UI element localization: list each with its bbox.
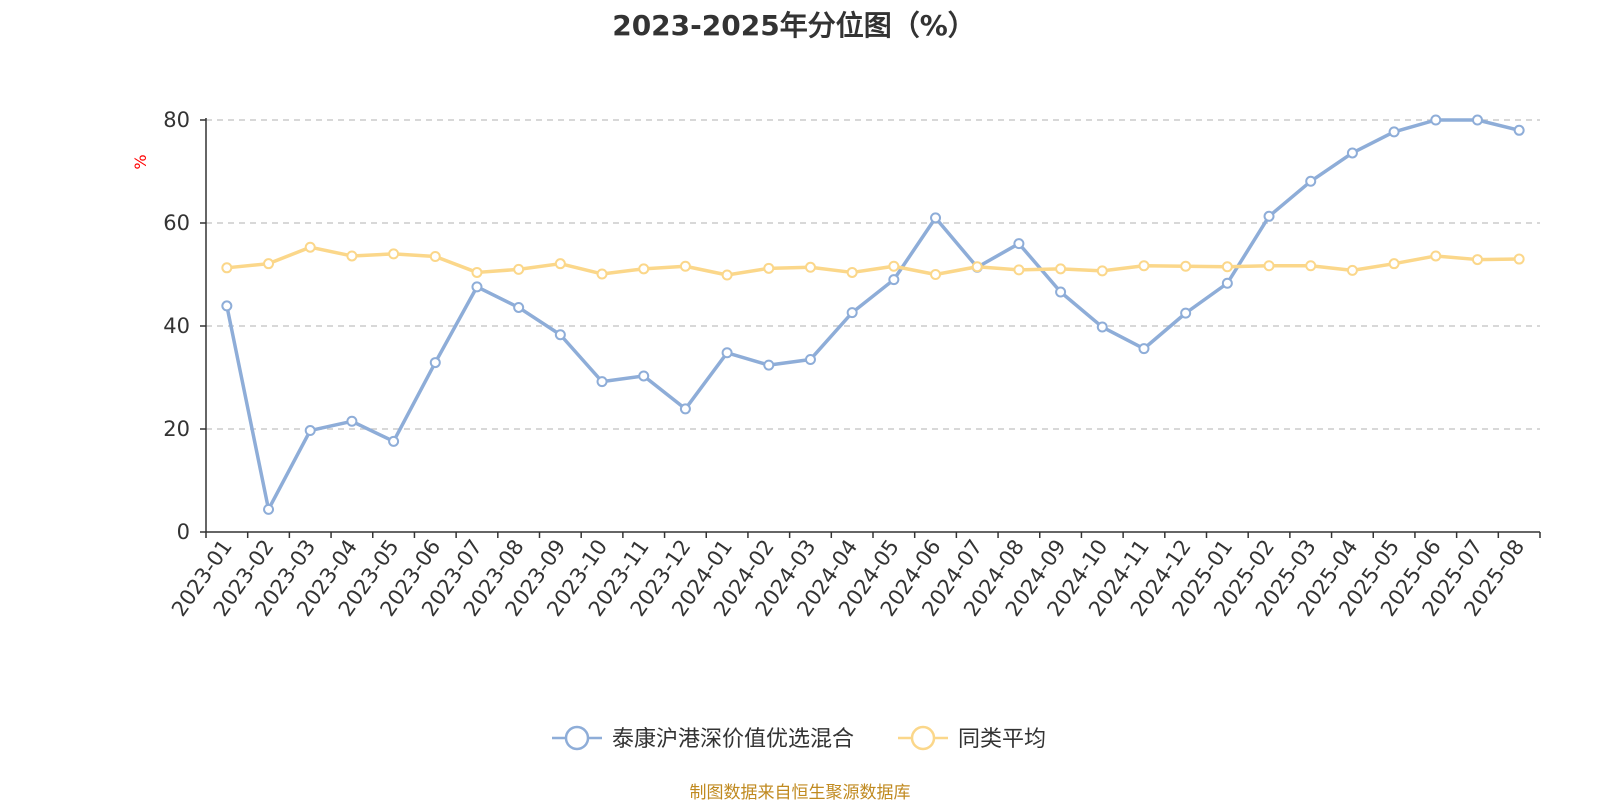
data-point <box>763 262 775 274</box>
data-point <box>721 269 733 281</box>
y-tick-label: 40 <box>163 314 190 338</box>
data-point <box>596 376 608 388</box>
data-point <box>888 260 900 272</box>
data-point <box>1013 264 1025 276</box>
data-point <box>804 353 816 365</box>
source-note: 制图数据来自恒生聚源数据库 <box>689 783 911 803</box>
data-point <box>554 329 566 341</box>
data-point <box>679 403 691 415</box>
data-point <box>1180 307 1192 319</box>
legend[interactable]: 泰康沪港深价值优选混合 同类平均 <box>552 725 1046 752</box>
data-point <box>1138 260 1150 272</box>
data-point <box>1471 114 1483 126</box>
data-point <box>429 357 441 369</box>
data-point <box>638 370 650 382</box>
data-point <box>471 266 483 278</box>
y-tick-label: 0 <box>177 520 190 544</box>
data-point <box>1346 147 1358 159</box>
data-point <box>1138 343 1150 355</box>
series-line <box>225 118 1520 512</box>
series-2 <box>221 241 1525 281</box>
data-point <box>471 281 483 293</box>
data-point <box>846 307 858 319</box>
y-axis-label: % <box>131 154 150 169</box>
data-point <box>930 212 942 224</box>
data-point <box>804 261 816 273</box>
legend-circle-icon <box>910 725 936 751</box>
data-point <box>1180 260 1192 272</box>
data-point <box>1388 258 1400 270</box>
data-point <box>1055 263 1067 275</box>
data-point <box>638 263 650 275</box>
data-point <box>596 268 608 280</box>
series-line <box>226 245 1520 277</box>
axes: 0204060802023-012023-022023-032023-04202… <box>163 108 1541 621</box>
data-point <box>930 269 942 280</box>
data-point <box>388 248 400 260</box>
data-point <box>679 260 691 272</box>
legend-circle-icon <box>564 725 590 751</box>
data-point <box>388 435 400 447</box>
y-tick-label: 20 <box>163 417 190 441</box>
data-point <box>1305 175 1317 187</box>
data-point <box>1263 210 1275 222</box>
data-point <box>721 347 733 359</box>
data-point <box>1346 264 1358 276</box>
data-point <box>888 274 900 286</box>
data-point <box>346 415 358 427</box>
data-point <box>1055 286 1067 298</box>
data-point <box>1471 254 1483 266</box>
legend-item-1[interactable]: 泰康沪港深价值优选混合 <box>552 725 854 752</box>
data-point <box>1513 124 1525 136</box>
data-point <box>1388 126 1400 138</box>
legend-label: 同类平均 <box>958 727 1046 752</box>
data-point <box>1430 250 1442 262</box>
chart-title: 2023-2025年分位图（%） <box>612 9 976 42</box>
data-point <box>1221 277 1233 289</box>
data-point <box>1305 260 1317 272</box>
data-point <box>513 263 525 275</box>
data-point <box>1221 261 1233 273</box>
legend-label: 泰康沪港深价值优选混合 <box>612 727 854 752</box>
data-point <box>304 241 316 253</box>
data-point <box>1096 265 1108 277</box>
data-point <box>763 359 775 371</box>
data-point <box>846 266 858 278</box>
y-tick-label: 60 <box>163 211 190 235</box>
data-point <box>513 301 525 313</box>
legend-item-2[interactable]: 同类平均 <box>898 725 1046 752</box>
data-point <box>1513 253 1525 265</box>
data-point <box>971 261 983 273</box>
y-tick-label: 80 <box>163 108 190 132</box>
data-point <box>1096 321 1108 333</box>
data-point <box>263 503 275 515</box>
series-1 <box>221 114 1525 515</box>
data-point <box>1263 260 1275 272</box>
data-point <box>263 258 275 270</box>
data-point <box>346 250 358 262</box>
data-point <box>304 425 316 437</box>
data-point <box>1430 114 1442 126</box>
series-lines <box>221 114 1525 515</box>
grid-lines <box>206 119 1540 430</box>
data-point <box>1013 238 1025 250</box>
data-point <box>554 258 566 270</box>
data-point <box>221 300 233 312</box>
data-point <box>221 262 233 274</box>
data-point <box>429 250 441 262</box>
